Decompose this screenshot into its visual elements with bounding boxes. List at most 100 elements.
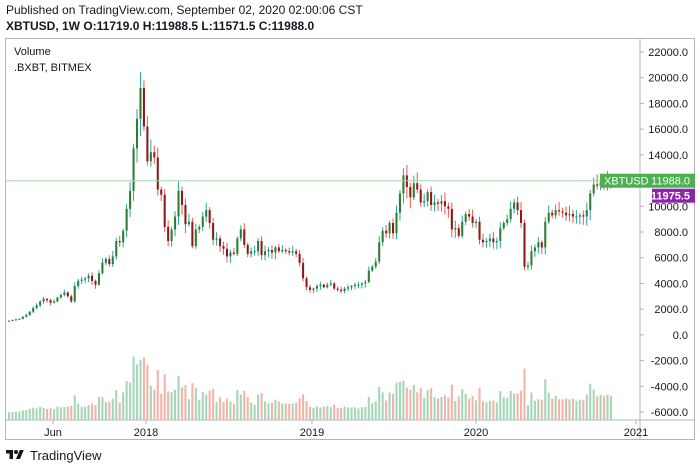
candle-body xyxy=(520,210,523,223)
chart-frame[interactable] xyxy=(5,38,695,440)
volume-bar xyxy=(212,388,215,420)
volume-bar xyxy=(603,396,606,420)
candle-body xyxy=(513,202,516,209)
volume-bar xyxy=(502,397,505,420)
volume-bar xyxy=(326,406,329,420)
candle-body xyxy=(232,252,235,254)
candle-body xyxy=(191,221,194,247)
candle-body xyxy=(215,238,218,240)
candle-body xyxy=(35,305,38,308)
candle-body xyxy=(291,251,294,253)
candle-body xyxy=(499,228,502,241)
volume-bar xyxy=(433,397,436,420)
candle-body xyxy=(523,223,526,267)
candle-body xyxy=(284,250,287,252)
volume-bar xyxy=(174,389,177,420)
volume-bar xyxy=(575,400,578,420)
volume-bar xyxy=(156,370,159,420)
volume-bar xyxy=(378,387,381,420)
volume-bar xyxy=(295,402,298,420)
candle-body xyxy=(253,251,256,253)
candle-body xyxy=(506,219,509,223)
candle-body xyxy=(492,238,495,243)
volume-bar xyxy=(253,404,256,420)
volume-bar xyxy=(191,383,194,420)
candle-body xyxy=(353,284,357,286)
volume-bar xyxy=(388,392,391,420)
candle-body xyxy=(125,208,128,231)
volume-bar xyxy=(108,401,111,420)
volume-bar xyxy=(485,402,488,420)
candle-body xyxy=(374,261,377,267)
candle-body xyxy=(371,266,374,271)
tradingview-brand: TradingView xyxy=(30,447,102,463)
candle-body xyxy=(52,301,56,303)
candle-body xyxy=(229,252,232,257)
candle-body xyxy=(180,190,184,205)
candle-body xyxy=(385,230,388,234)
volume-bar xyxy=(530,392,533,420)
candle-body xyxy=(443,201,446,207)
candle-body xyxy=(49,300,52,303)
candle-body xyxy=(177,190,180,217)
volume-bar xyxy=(270,402,273,420)
volume-bar xyxy=(312,407,315,420)
candle-body xyxy=(305,278,308,288)
candle-body xyxy=(104,259,107,263)
candle-body xyxy=(198,226,201,230)
volume-bar xyxy=(46,409,49,420)
candle-body xyxy=(592,184,595,194)
candle-body xyxy=(288,251,291,253)
candle-body xyxy=(347,287,350,289)
index-price-label: 11975.5 xyxy=(651,191,690,203)
candle-body xyxy=(530,251,533,266)
candle-body xyxy=(457,228,460,236)
volume-bar xyxy=(516,393,519,420)
candle-body xyxy=(433,202,436,205)
candle-body xyxy=(153,152,156,158)
candle-body xyxy=(340,289,343,292)
volume-bar xyxy=(336,407,339,420)
volume-bar xyxy=(149,385,152,420)
candle-body xyxy=(378,242,381,262)
volume-bar xyxy=(568,399,571,420)
volume-bar xyxy=(281,403,284,420)
candle-body xyxy=(108,259,111,265)
volume-bar xyxy=(177,375,180,420)
candle-body xyxy=(558,210,561,212)
candle-body xyxy=(94,280,97,285)
candle-body xyxy=(46,298,49,301)
candle-body xyxy=(298,253,301,263)
candle-body xyxy=(488,238,491,241)
volume-bar xyxy=(599,394,602,420)
volume-bar xyxy=(111,398,114,420)
volume-bar xyxy=(367,396,370,420)
tradingview-footer[interactable]: TradingView xyxy=(6,444,102,466)
price-tick-label: -2000.0 xyxy=(651,356,688,368)
candle-body xyxy=(485,241,488,243)
candle-body xyxy=(336,288,339,290)
candle-body xyxy=(149,152,152,162)
volume-bar xyxy=(419,388,422,420)
candle-body xyxy=(225,248,229,257)
volume-bar xyxy=(440,396,443,420)
volume-bar xyxy=(520,390,523,420)
candle-body xyxy=(326,284,329,288)
candle-body xyxy=(122,230,125,243)
volume-bar xyxy=(450,384,453,420)
candle-body xyxy=(533,247,536,252)
volume-bar xyxy=(87,405,90,420)
candle-body xyxy=(18,318,21,320)
volume-bar xyxy=(402,380,405,420)
candle-body xyxy=(32,307,35,312)
time-tick-label: 2021 xyxy=(624,427,648,439)
candle-body xyxy=(388,223,391,234)
volume-bar xyxy=(66,406,69,420)
candle-body xyxy=(302,262,305,279)
price-tick-label: 8000.0 xyxy=(654,227,688,239)
candle-body xyxy=(135,118,139,149)
volume-bar xyxy=(509,391,512,420)
volume-bar xyxy=(526,405,530,420)
candle-body xyxy=(561,211,564,213)
